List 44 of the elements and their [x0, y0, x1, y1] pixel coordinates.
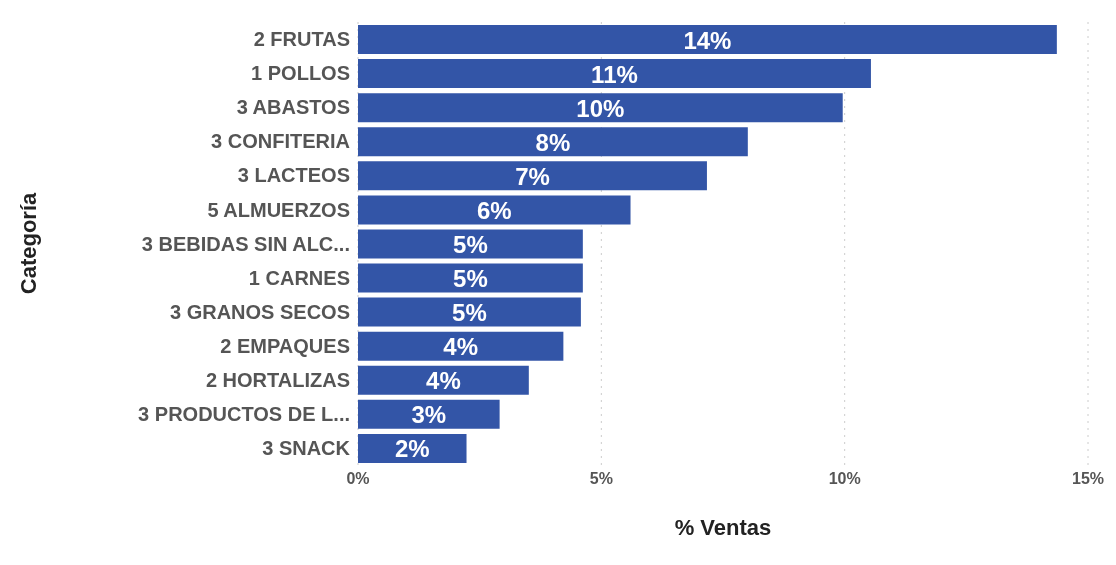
data-label: 7% — [515, 162, 550, 190]
data-label: 11% — [591, 60, 638, 88]
y-tick-label: 5 ALMUERZOS — [207, 198, 350, 221]
bar — [358, 59, 871, 89]
data-label: 6% — [476, 196, 512, 224]
bar — [358, 399, 500, 429]
data-label: 3% — [411, 401, 447, 429]
x-tick-label: 0% — [346, 470, 370, 488]
data-label: 10% — [576, 94, 625, 122]
y-tick-label: 3 PRODUCTOS DE L... — [138, 402, 350, 425]
y-tick-label: 3 ABASTOS — [236, 96, 350, 119]
x-axis-title: % Ventas — [674, 515, 772, 540]
y-tick-label: 2 HORTALIZAS — [205, 368, 350, 391]
data-label: 5% — [453, 230, 488, 258]
x-tick-label: 10% — [828, 470, 861, 488]
bar — [358, 93, 843, 123]
y-tick-label: 1 CARNES — [248, 266, 350, 289]
bar — [358, 25, 1057, 54]
y-tick-label: 2 EMPAQUES — [220, 334, 350, 357]
x-tick-label: 5% — [589, 470, 613, 488]
bar — [358, 331, 564, 361]
y-tick-label: 3 GRANOS SECOS — [169, 300, 350, 323]
y-tick-label: 3 SNACK — [262, 437, 351, 460]
data-label: 8% — [535, 128, 571, 156]
data-label: 2% — [394, 435, 430, 463]
bar — [358, 127, 748, 157]
y-tick-label: 2 FRUTAS — [253, 28, 350, 51]
y-tick-label: 1 POLLOS — [251, 62, 350, 85]
y-axis-title: Categoría — [15, 192, 41, 295]
bar — [358, 297, 581, 327]
bar — [358, 263, 583, 293]
x-tick-label: 15% — [1071, 470, 1105, 488]
y-tick-label: 3 CONFITERIA — [211, 130, 350, 153]
bar — [358, 195, 631, 225]
data-label: 5% — [452, 299, 487, 327]
data-label: 4% — [426, 367, 461, 395]
data-label: 14% — [683, 26, 732, 54]
y-tick-label: 3 BEBIDAS SIN ALC... — [141, 232, 350, 255]
data-label: 5% — [453, 265, 488, 293]
y-tick-label: 3 LACTEOS — [237, 164, 350, 187]
bar — [358, 229, 583, 259]
bar — [358, 161, 707, 191]
data-label: 4% — [443, 333, 479, 361]
bar — [358, 365, 529, 395]
